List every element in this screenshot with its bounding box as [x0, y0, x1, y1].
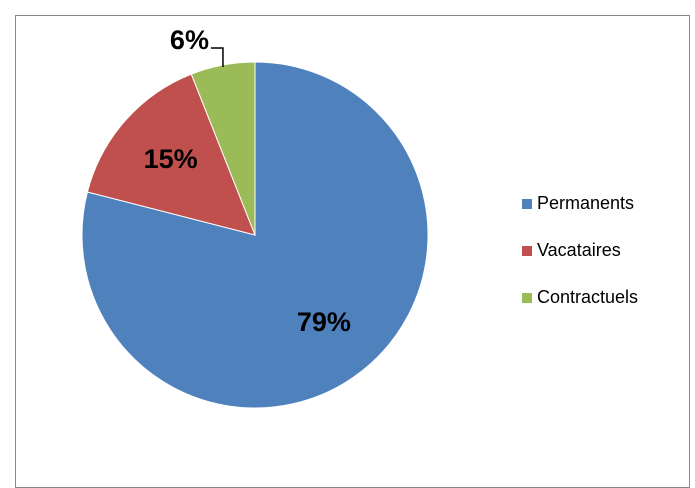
leader-line	[210, 47, 224, 68]
data-label: 15%	[144, 144, 198, 174]
legend-label: Permanents	[537, 193, 634, 213]
pie-slice	[86, 73, 256, 236]
data-label: 6%	[170, 25, 209, 55]
data-label: 79%	[297, 307, 351, 337]
legend-swatch	[522, 293, 532, 303]
legend-swatch	[522, 246, 532, 256]
legend-swatch	[522, 199, 532, 209]
legend-label: Contractuels	[537, 287, 638, 307]
legend-label: Vacataires	[537, 240, 621, 260]
